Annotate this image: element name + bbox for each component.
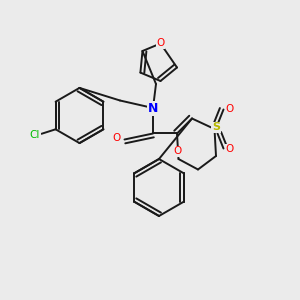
Text: Cl: Cl	[29, 130, 40, 140]
Text: O: O	[173, 146, 181, 157]
Text: O: O	[225, 144, 234, 154]
Text: O: O	[225, 103, 234, 114]
Text: O: O	[156, 38, 165, 49]
Text: N: N	[148, 101, 158, 115]
Text: S: S	[212, 122, 220, 133]
Text: O: O	[112, 133, 120, 143]
